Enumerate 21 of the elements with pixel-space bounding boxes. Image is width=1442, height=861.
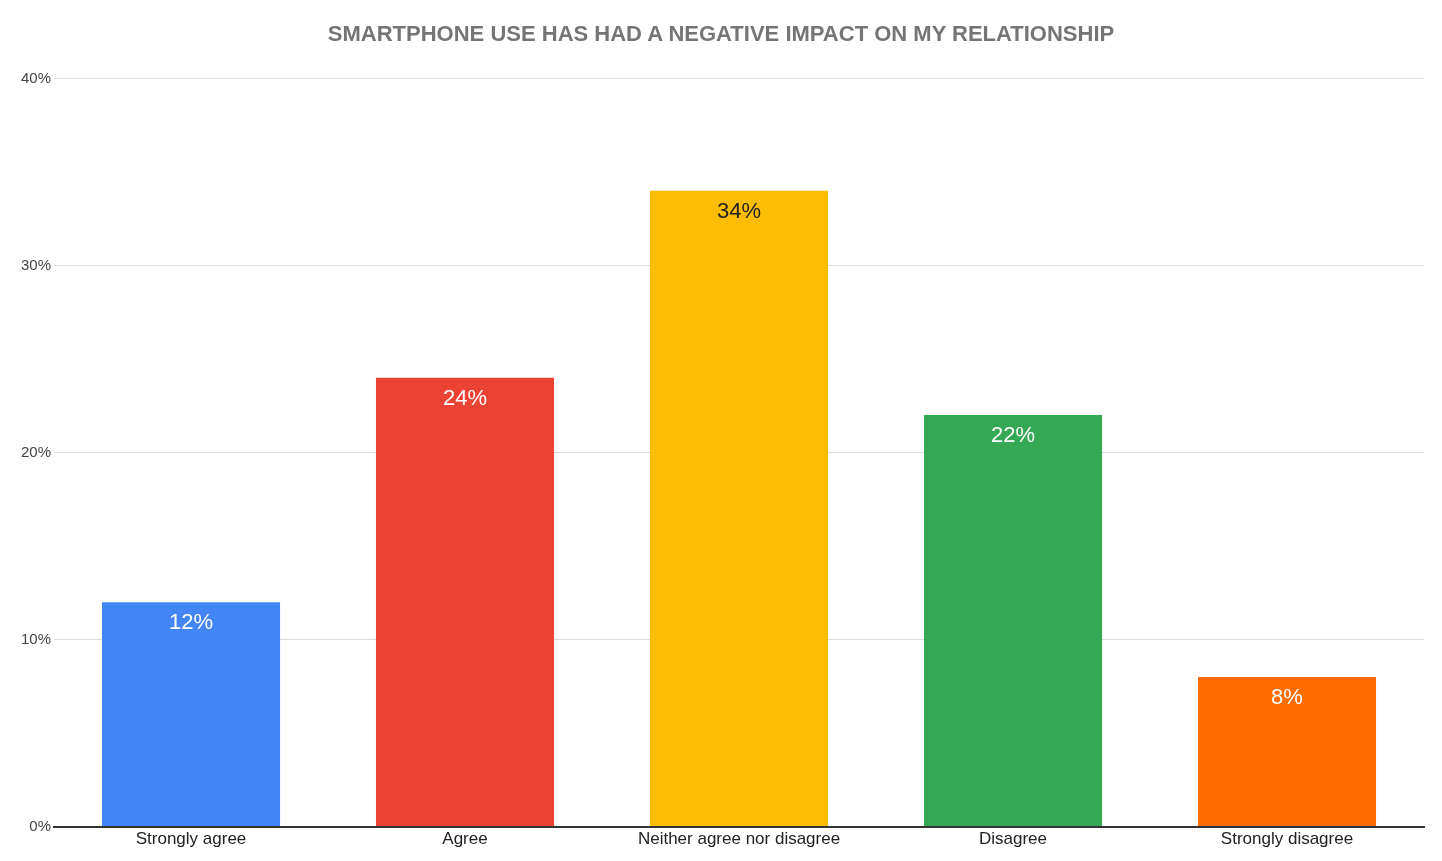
bar [649, 190, 829, 827]
y-tick-label: 20% [20, 442, 52, 460]
y-tick-label: 30% [20, 255, 52, 273]
y-tick-label: 40% [20, 68, 52, 86]
chart-title: SMARTPHONE USE HAS HAD A NEGATIVE IMPACT ON MY RELATIONSHIP [327, 21, 1115, 47]
x-tick-label: Strongly agree [135, 829, 247, 849]
data-label: 34% [716, 197, 762, 223]
data-label: 22% [990, 422, 1036, 448]
bar [101, 602, 281, 827]
x-tick-label: Strongly disagree [1220, 829, 1354, 849]
bar [1197, 676, 1377, 827]
y-tick-label: 10% [20, 629, 52, 647]
data-label: 12% [169, 609, 214, 635]
x-tick-label: Disagree [978, 829, 1048, 849]
x-tick-label: Neither agree nor disagree [637, 829, 841, 849]
data-label: 8% [1271, 684, 1303, 710]
data-label: 24% [442, 384, 488, 410]
bar [923, 415, 1103, 827]
bar [375, 377, 555, 827]
y-tick-label: 0% [29, 816, 52, 834]
x-tick-label: Agree [442, 829, 488, 849]
